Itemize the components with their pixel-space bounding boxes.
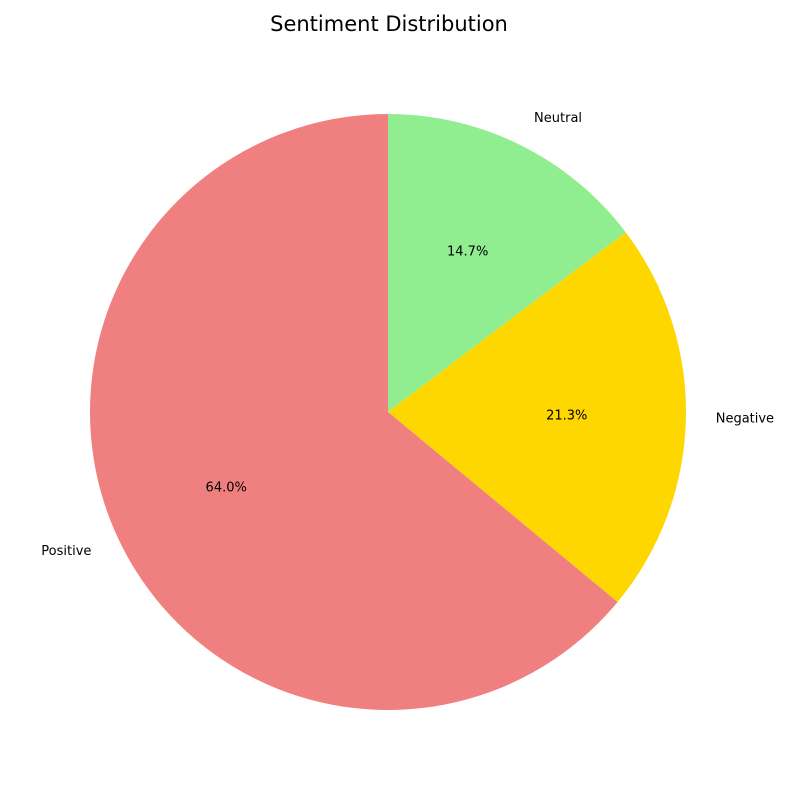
pie-slice-positive [89,114,618,710]
chart-title: Sentiment Distribution [270,12,508,36]
pie-slices [89,114,686,710]
slice-label-negative: Negative [716,412,774,427]
slice-percent-positive: 64.0% [206,481,247,496]
pie-slice-neutral [388,114,626,412]
pie-labels: Neutral 14.7% Negative 21.3% Positive 64.0% [41,111,774,559]
pie-slice-negative [388,232,686,602]
slice-label-neutral: Neutral [534,111,582,126]
slice-label-positive: Positive [41,544,91,559]
slice-percent-neutral: 14.7% [447,244,488,259]
slice-percent-negative: 21.3% [546,408,587,423]
